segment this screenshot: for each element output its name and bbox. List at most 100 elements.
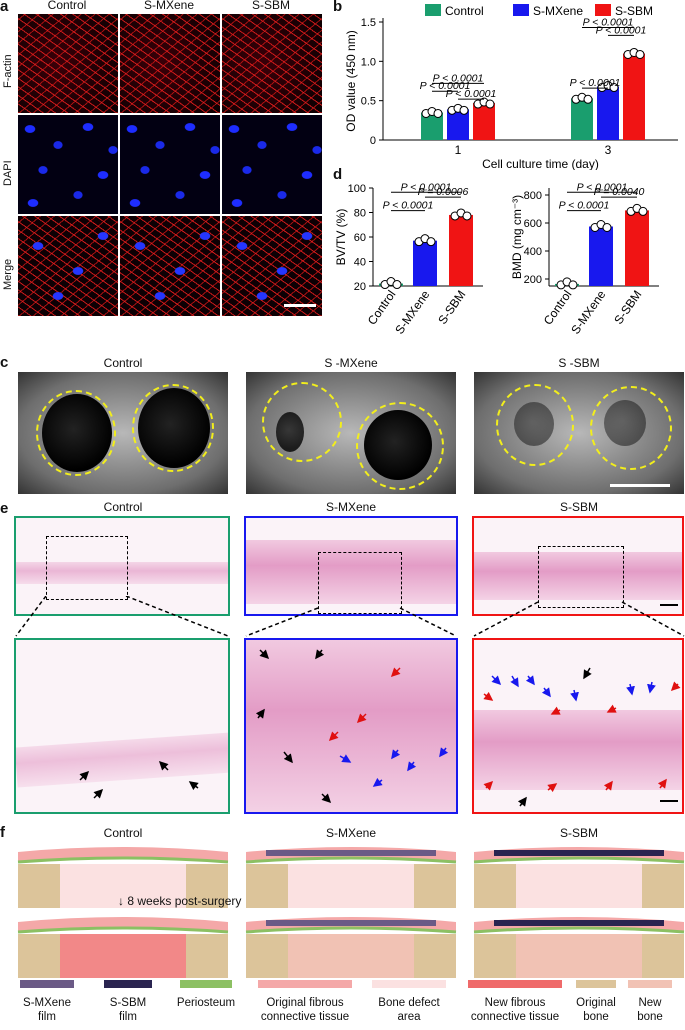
panel-a-col-control: Control <box>47 0 87 12</box>
legend-label: S-SBM film <box>109 997 147 1023</box>
film <box>266 850 436 856</box>
legend-label: New bone <box>637 997 663 1023</box>
sig-label: P < 0.0001 <box>383 200 434 212</box>
sig-label: P < 0.0001 <box>446 88 497 100</box>
legend-label: Periosteum <box>176 997 236 1009</box>
sig-label: P < 0.0001 <box>433 72 484 84</box>
merge-smxene-image <box>120 216 220 316</box>
legend-label-s-sbm: S-SBM <box>615 4 653 18</box>
y-tick-label: 80 <box>354 208 366 220</box>
factin-smxene-image <box>120 14 220 113</box>
x-tick-label: 1 <box>455 143 462 157</box>
panel-e-title-control: Control <box>103 500 143 514</box>
original-bone <box>186 864 228 908</box>
x-tick-label: S-MXene <box>392 287 432 336</box>
bar-s-sbm-day3 <box>623 53 645 140</box>
periosteum <box>17 856 229 864</box>
ct-smxene-image <box>246 372 456 494</box>
legend-swatch <box>468 980 562 988</box>
y-axis-label: OD value (450 nm) <box>344 30 358 131</box>
regenerated-area <box>516 934 642 978</box>
sig-label: P < 0.0001 <box>577 181 628 193</box>
y-tick-label: 400 <box>524 246 542 258</box>
scale-bar <box>660 604 678 606</box>
periosteum <box>245 856 457 864</box>
histo-smxene-low <box>244 516 458 616</box>
bar-s-mxene-day1 <box>447 109 469 140</box>
bar-s-mxene <box>413 240 437 286</box>
panel-a-col-smxene: S-MXene <box>143 0 195 12</box>
film <box>494 850 664 856</box>
y-axis-label: BV/TV (%) <box>334 209 348 266</box>
timepoint-label: ↓ 8 weeks post-surgery <box>118 894 242 908</box>
scale-bar <box>660 800 678 802</box>
sig-label: P < 0.0001 <box>570 77 621 89</box>
data-point <box>602 223 612 232</box>
original-bone <box>18 864 60 908</box>
bar-control-day3 <box>571 98 593 140</box>
original-bone <box>642 934 684 978</box>
x-tick-label: Control <box>365 288 399 328</box>
panel-e-title-smxene: S-MXene <box>325 500 377 514</box>
zoom-connectors <box>15 596 685 637</box>
panel-label-e: e <box>0 500 9 517</box>
data-point <box>433 108 443 118</box>
x-tick-label: S-SBM <box>611 288 644 327</box>
data-point <box>459 105 469 115</box>
panel-f-title-control: Control <box>103 826 143 840</box>
schematic: ↓↓ <box>17 847 685 978</box>
y-tick-label: 0 <box>370 135 376 147</box>
data-point <box>392 280 402 290</box>
legend-label: Original fibrous connective tissue <box>260 997 350 1023</box>
periosteum <box>473 926 685 934</box>
bone-defect-area <box>60 864 186 908</box>
regenerated-area <box>60 934 186 978</box>
panel-a-col-ssbm: S-SBM <box>251 0 290 12</box>
legend-swatch <box>180 980 232 988</box>
original-bone <box>642 864 684 908</box>
y-tick-label: 1.0 <box>361 56 376 68</box>
x-axis-label: Cell culture time (day) <box>482 157 599 170</box>
legend-label: S-MXene film <box>23 997 71 1023</box>
legend-swatch-s-mxene <box>513 4 529 16</box>
scale-bar <box>284 304 316 307</box>
original-bone <box>186 934 228 978</box>
legend-swatch-control <box>425 4 441 16</box>
y-tick-label: 0.5 <box>361 96 376 108</box>
panel-a-row-merge: Merge <box>2 258 14 290</box>
panel-label-b: b <box>333 0 343 15</box>
original-bone <box>414 934 456 978</box>
x-tick-label: Control <box>541 288 575 328</box>
data-point <box>568 280 578 290</box>
bar-s-mxene <box>589 226 613 286</box>
bone-defect-area <box>516 864 642 908</box>
dapi-ssbm-image <box>222 115 322 214</box>
panel-label-f: f <box>0 824 5 841</box>
sig-label: P < 0.0001 <box>559 200 610 212</box>
dapi-smxene-image <box>120 115 220 214</box>
original-bone <box>246 864 288 908</box>
ct-control-image <box>18 372 228 494</box>
legend-swatch <box>104 980 152 988</box>
data-point <box>426 237 436 247</box>
factin-ssbm-image <box>222 14 322 113</box>
y-tick-label: 60 <box>354 232 366 244</box>
panel-f-title-ssbm: S-SBM <box>559 826 598 840</box>
histo-ssbm-low <box>472 516 684 616</box>
legend-swatch <box>372 980 446 988</box>
panel-c-title-control: Control <box>103 356 143 370</box>
scale-bar <box>610 484 670 487</box>
original-bone <box>246 934 288 978</box>
original-bone <box>474 934 516 978</box>
data-point <box>485 99 495 109</box>
histo-smxene-high <box>244 638 458 814</box>
legend-swatch <box>628 980 672 988</box>
panel-label-a: a <box>0 0 9 15</box>
histo-control-low <box>14 516 230 616</box>
y-tick-label: 100 <box>348 183 366 195</box>
legend-swatch <box>20 980 74 988</box>
data-point <box>635 49 645 59</box>
bone-defect-area <box>288 864 414 908</box>
